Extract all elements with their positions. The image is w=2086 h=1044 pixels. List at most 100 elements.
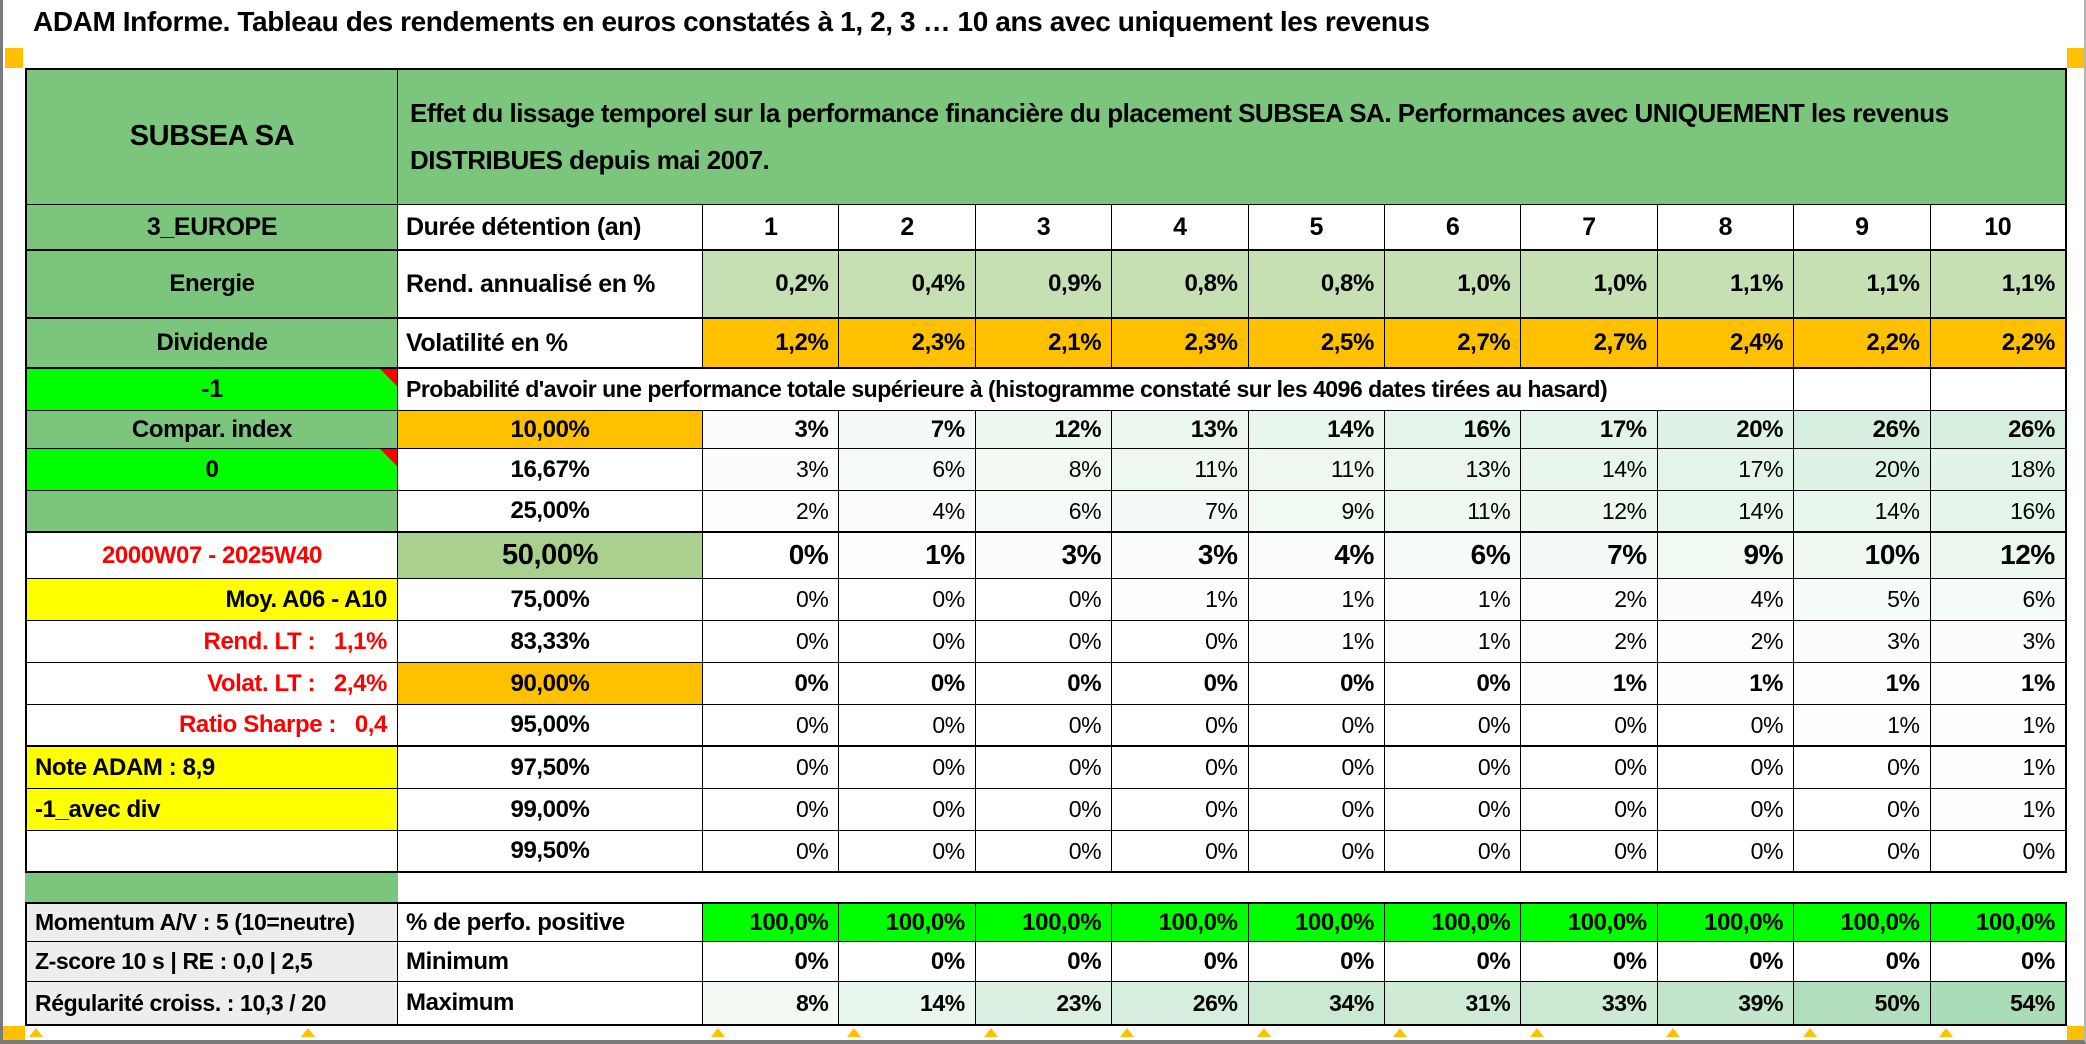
probability-cell[interactable]: 1%	[1657, 663, 1795, 705]
row-label[interactable]	[25, 831, 398, 873]
probability-cell[interactable]: 3%	[1930, 621, 2067, 663]
probability-cell[interactable]: 0%	[703, 705, 840, 747]
probability-cell[interactable]: 2%	[1657, 621, 1795, 663]
probability-cell[interactable]: 1%	[1930, 747, 2067, 789]
region-header-cell[interactable]: 3_EUROPE	[25, 205, 398, 251]
row-label[interactable]: Moy. A06 - A10	[25, 579, 398, 621]
threshold-cell[interactable]: 97,50%	[398, 747, 703, 789]
probability-cell[interactable]: 0%	[1112, 663, 1249, 705]
probability-cell[interactable]: 1%	[839, 533, 976, 579]
summary-value-cell[interactable]: 100,0%	[1112, 902, 1249, 942]
probability-cell[interactable]: 3%	[703, 411, 840, 449]
probability-cell[interactable]: 14%	[1657, 491, 1795, 533]
threshold-cell[interactable]: 75,00%	[398, 579, 703, 621]
summary-value-cell[interactable]: 33%	[1521, 982, 1658, 1026]
probability-cell[interactable]: 16%	[1384, 411, 1522, 449]
row-label[interactable]: -1_avec div	[25, 789, 398, 831]
probability-cell[interactable]: 0%	[839, 789, 976, 831]
probability-cell[interactable]: 14%	[1794, 491, 1931, 533]
volat-value-cell[interactable]: 2,7%	[1521, 319, 1658, 369]
probability-cell[interactable]: 10%	[1794, 533, 1931, 579]
probability-cell[interactable]: 0%	[1248, 663, 1385, 705]
summary-value-cell[interactable]: 0%	[1794, 942, 1931, 982]
probability-cell[interactable]: 2%	[703, 491, 840, 533]
threshold-cell[interactable]: 16,67%	[398, 449, 703, 491]
probability-cell[interactable]: 0%	[1248, 747, 1385, 789]
probability-cell[interactable]: 0%	[1657, 705, 1795, 747]
rend-value-cell[interactable]: 1,1%	[1794, 251, 1931, 319]
column-header[interactable]: 10	[1930, 205, 2067, 251]
probability-cell[interactable]: 11%	[1112, 449, 1249, 491]
row-label[interactable]: 2000W07 - 2025W40	[25, 533, 398, 579]
probability-cell[interactable]: 5%	[1794, 579, 1931, 621]
threshold-cell[interactable]: 25,00%	[398, 491, 703, 533]
summary-value-cell[interactable]: 0%	[1930, 942, 2067, 982]
probability-cell[interactable]: 1%	[1930, 663, 2067, 705]
probability-cell[interactable]: 9%	[1248, 491, 1385, 533]
probability-cell[interactable]: 1%	[1930, 789, 2067, 831]
probability-cell[interactable]: 0%	[975, 705, 1113, 747]
summary-label-cell[interactable]: Régularité croiss. : 10,3 / 20	[25, 982, 398, 1026]
probability-cell[interactable]: 9%	[1657, 533, 1795, 579]
probability-cell[interactable]: 0%	[975, 621, 1113, 663]
summary-value-cell[interactable]: 0%	[1657, 942, 1795, 982]
probability-cell[interactable]: 6%	[839, 449, 976, 491]
column-header[interactable]: 2	[839, 205, 976, 251]
probability-cell[interactable]: 0%	[703, 789, 840, 831]
probability-cell[interactable]: 4%	[839, 491, 976, 533]
column-header[interactable]: 3	[975, 205, 1113, 251]
volat-value-cell[interactable]: 2,5%	[1248, 319, 1385, 369]
probability-cell[interactable]: 0%	[1521, 789, 1658, 831]
probability-cell[interactable]: 0%	[839, 579, 976, 621]
probability-cell[interactable]: 0%	[1794, 789, 1931, 831]
column-header[interactable]: 8	[1657, 205, 1795, 251]
summary-value-cell[interactable]: 100,0%	[975, 902, 1113, 942]
summary-value-cell[interactable]: 54%	[1930, 982, 2067, 1026]
probability-cell[interactable]: 0%	[1794, 831, 1931, 873]
probability-cell[interactable]: 0%	[1112, 789, 1249, 831]
probability-cell[interactable]: 2%	[1521, 621, 1658, 663]
threshold-cell[interactable]: 99,00%	[398, 789, 703, 831]
rend-value-cell[interactable]: 0,4%	[839, 251, 976, 319]
summary-metric-cell[interactable]: Minimum	[398, 942, 703, 982]
threshold-cell[interactable]: 90,00%	[398, 663, 703, 705]
probability-cell[interactable]: 11%	[1248, 449, 1385, 491]
probability-cell[interactable]: 17%	[1657, 449, 1795, 491]
rend-value-cell[interactable]: 1,0%	[1521, 251, 1658, 319]
probability-cell[interactable]: 12%	[975, 411, 1113, 449]
probability-cell[interactable]: 0%	[1657, 747, 1795, 789]
row-label[interactable]: Energie	[25, 251, 398, 319]
threshold-cell[interactable]: 10,00%	[398, 411, 703, 449]
probability-cell[interactable]: 0%	[1521, 747, 1658, 789]
rend-value-cell[interactable]: 0,2%	[703, 251, 840, 319]
summary-metric-cell[interactable]: % de perfo. positive	[398, 902, 703, 942]
empty-cell[interactable]	[1930, 369, 2067, 411]
rend-value-cell[interactable]: 1,0%	[1384, 251, 1522, 319]
probability-cell[interactable]: 16%	[1930, 491, 2067, 533]
entity-name-cell[interactable]: SUBSEA SA	[25, 68, 398, 205]
rend-value-cell[interactable]: 1,1%	[1657, 251, 1795, 319]
summary-value-cell[interactable]: 0%	[1384, 942, 1522, 982]
duration-label-cell[interactable]: Durée détention (an)	[398, 205, 703, 251]
summary-value-cell[interactable]: 34%	[1248, 982, 1385, 1026]
probability-cell[interactable]: 0%	[1384, 663, 1522, 705]
probability-cell[interactable]: 0%	[1112, 831, 1249, 873]
row-label[interactable]: Ratio Sharpe : 0,4	[25, 705, 398, 747]
rend-value-cell[interactable]: 0,8%	[1112, 251, 1249, 319]
probability-cell[interactable]: 0%	[1657, 831, 1795, 873]
probability-cell[interactable]: 0%	[1112, 621, 1249, 663]
probability-cell[interactable]: 0%	[839, 663, 976, 705]
probability-cell[interactable]: 0%	[975, 663, 1113, 705]
probability-cell[interactable]: 0%	[1248, 789, 1385, 831]
probability-cell[interactable]: 14%	[1521, 449, 1658, 491]
summary-value-cell[interactable]: 14%	[839, 982, 976, 1026]
probability-cell[interactable]: 3%	[703, 449, 840, 491]
probability-cell[interactable]: 1%	[1794, 663, 1931, 705]
probability-cell[interactable]: 7%	[1112, 491, 1249, 533]
probability-cell[interactable]: 0%	[839, 705, 976, 747]
summary-value-cell[interactable]: 100,0%	[1521, 902, 1658, 942]
summary-value-cell[interactable]: 0%	[703, 942, 840, 982]
row-label[interactable]: 0	[25, 449, 398, 491]
summary-metric-cell[interactable]: Maximum	[398, 982, 703, 1026]
probability-cell[interactable]: 14%	[1248, 411, 1385, 449]
